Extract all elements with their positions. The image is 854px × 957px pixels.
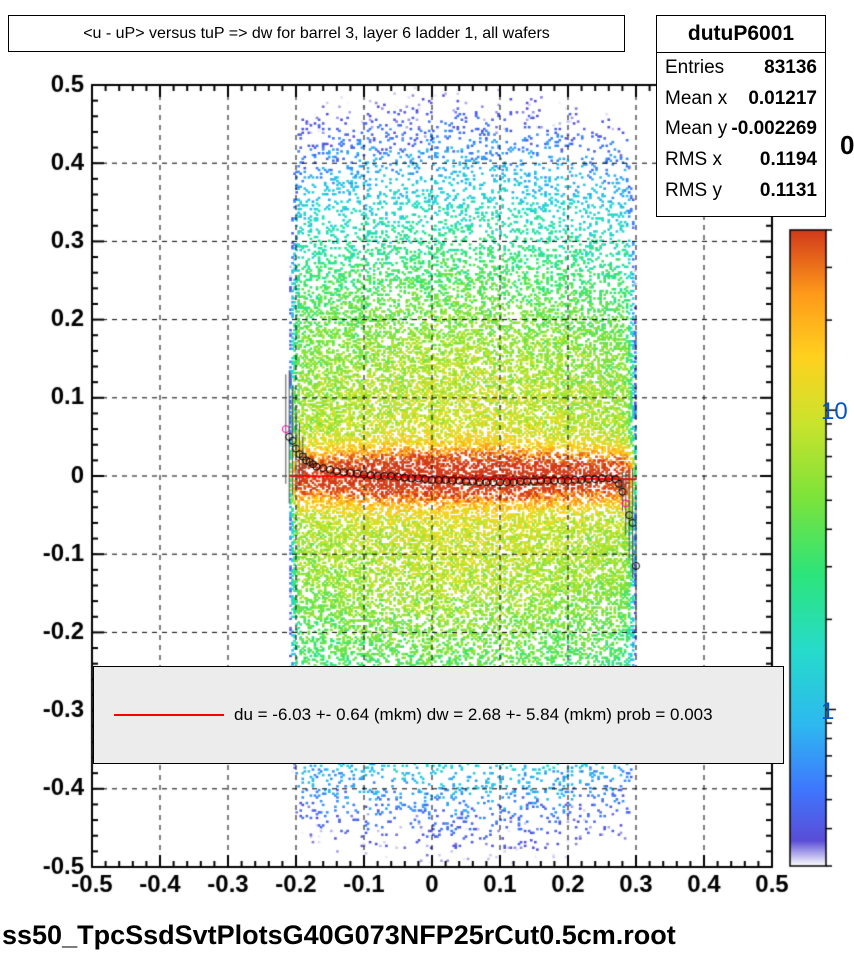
- stats-row: RMS y 0.1131: [657, 176, 825, 207]
- stats-value: -0.002269: [731, 117, 817, 142]
- stats-label: Entries: [665, 56, 724, 81]
- stats-box: dutuP6001 Entries83136Mean x0.01217Mean …: [656, 15, 826, 217]
- stats-row: Mean x 0.01217: [657, 84, 825, 115]
- colorbar-overflow-label: 0: [840, 130, 854, 161]
- file-caption: ss50_TpcSsdSvtPlotsG40G073NFP25rCut0.5cm…: [2, 920, 676, 951]
- stats-label: Mean x: [665, 87, 727, 112]
- stats-row: Mean y-0.002269: [657, 114, 825, 145]
- plot-title-box: <u - uP> versus tuP => dw for barrel 3, …: [8, 15, 625, 52]
- stats-value: 0.1131: [760, 179, 817, 204]
- stats-row: RMS x 0.1194: [657, 145, 825, 176]
- colorbar-tick-label: 10: [821, 398, 848, 426]
- root-container: <u - uP> versus tuP => dw for barrel 3, …: [0, 0, 854, 957]
- fit-legend-box: du = -6.03 +- 0.64 (mkm) dw = 2.68 +- 5.…: [93, 666, 784, 764]
- plot-title: <u - uP> versus tuP => dw for barrel 3, …: [83, 25, 550, 43]
- fit-line-sample-icon: [114, 714, 224, 716]
- stats-label: Mean y: [665, 117, 727, 142]
- stats-label: RMS y: [665, 179, 722, 204]
- stats-value: 0.1194: [760, 148, 817, 173]
- stats-header: dutuP6001: [657, 16, 825, 53]
- stats-rows: Entries83136Mean x0.01217Mean y-0.002269…: [657, 53, 825, 206]
- stats-label: RMS x: [665, 148, 722, 173]
- stats-value: 83136: [764, 56, 817, 81]
- stats-row: Entries 83136: [657, 53, 825, 84]
- colorbar-tick-label: 1: [821, 698, 834, 726]
- stats-value: 0.01217: [748, 87, 817, 112]
- fit-legend-text: du = -6.03 +- 0.64 (mkm) dw = 2.68 +- 5.…: [234, 705, 713, 725]
